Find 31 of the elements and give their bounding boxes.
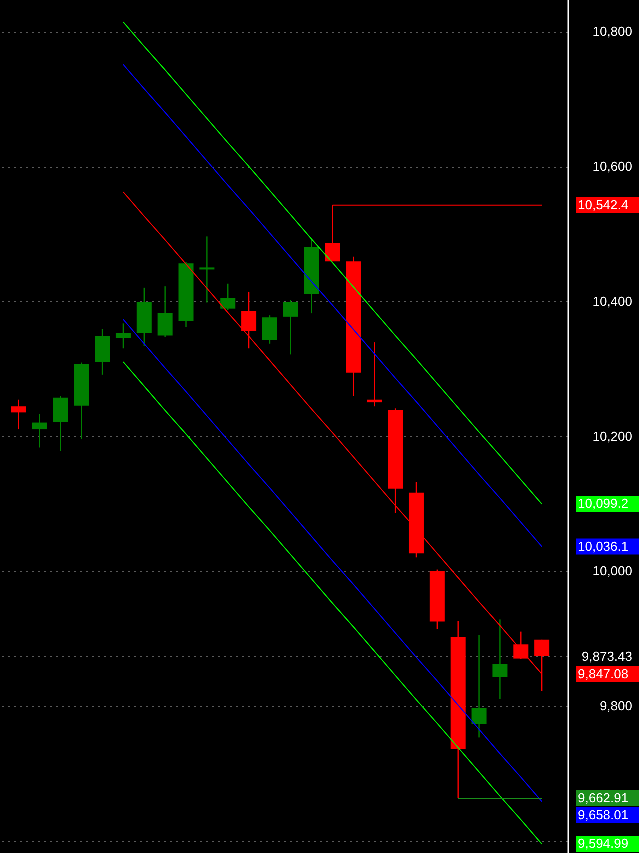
y-tick-label: 9,873.43	[582, 648, 632, 664]
candlestick	[11, 399, 26, 430]
y-tick-label: 10,600	[592, 159, 632, 174]
y-tick-label: 10,400	[592, 294, 632, 309]
candlestick	[492, 619, 508, 700]
y-tick-label: 10,000	[592, 564, 632, 579]
line-series	[122, 64, 543, 548]
candlestick	[220, 283, 236, 311]
candlestick	[262, 314, 278, 344]
y-tick-label: 10,036.1	[578, 538, 629, 554]
y-tick-label: 10,800	[592, 24, 632, 40]
candlestick	[200, 236, 215, 304]
y-tick-label: 9,594.99	[578, 836, 629, 852]
candlestick	[283, 299, 298, 356]
y-tick-label: 9,662.91	[578, 790, 629, 806]
y-tick-label: 10,542.4	[578, 197, 629, 212]
candlestick	[32, 413, 48, 448]
candlestick	[514, 631, 529, 660]
y-tick-label: 10,099.2	[578, 496, 629, 512]
candlestick	[116, 323, 131, 350]
y-tick-label: 9,800	[600, 698, 632, 714]
y-tick-label: 9,847.08	[578, 666, 629, 682]
candlestick	[367, 342, 382, 408]
candlestick	[158, 286, 173, 338]
line-series	[122, 319, 543, 802]
candlestick	[242, 291, 257, 350]
line-series	[122, 22, 543, 505]
text: 9,658.01	[578, 807, 629, 822]
candlestick	[472, 634, 487, 738]
line-series	[122, 362, 543, 845]
y-tick-label: 10,200	[592, 428, 632, 444]
